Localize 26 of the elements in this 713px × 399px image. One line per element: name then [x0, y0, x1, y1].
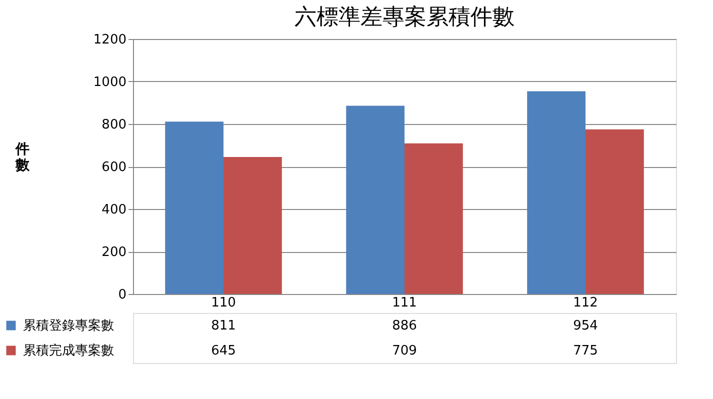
x-tick-label: 111: [392, 296, 417, 310]
chart-title: 六標準差專案累積件數: [294, 5, 514, 30]
x-tick-label: 112: [573, 296, 598, 310]
bar: [404, 143, 463, 294]
y-tick-label: 1000: [93, 75, 126, 90]
y-tick-label: 400: [102, 202, 126, 218]
legend-label: 累積完成專案數: [23, 342, 114, 358]
data-label: 775: [573, 344, 598, 358]
bar: [527, 91, 586, 294]
y-axis-title: 件數: [14, 142, 30, 174]
y-tick-label: 1200: [93, 32, 126, 48]
data-label: 954: [573, 318, 598, 334]
y-tick-label: 0: [118, 288, 126, 302]
data-label: 645: [211, 344, 236, 358]
data-label: 811: [211, 318, 236, 334]
y-tick-label: 200: [102, 245, 126, 260]
data-label: 709: [392, 344, 417, 358]
bar: [224, 156, 282, 294]
x-tick-label: 110: [211, 296, 236, 310]
y-tick-label: 800: [102, 118, 126, 132]
bar: [586, 129, 644, 294]
bar: [165, 122, 224, 294]
data-label: 886: [392, 318, 417, 334]
bar: [346, 106, 404, 294]
y-tick-label: 600: [102, 160, 126, 175]
legend-label: 累積登錄專案數: [23, 318, 114, 334]
